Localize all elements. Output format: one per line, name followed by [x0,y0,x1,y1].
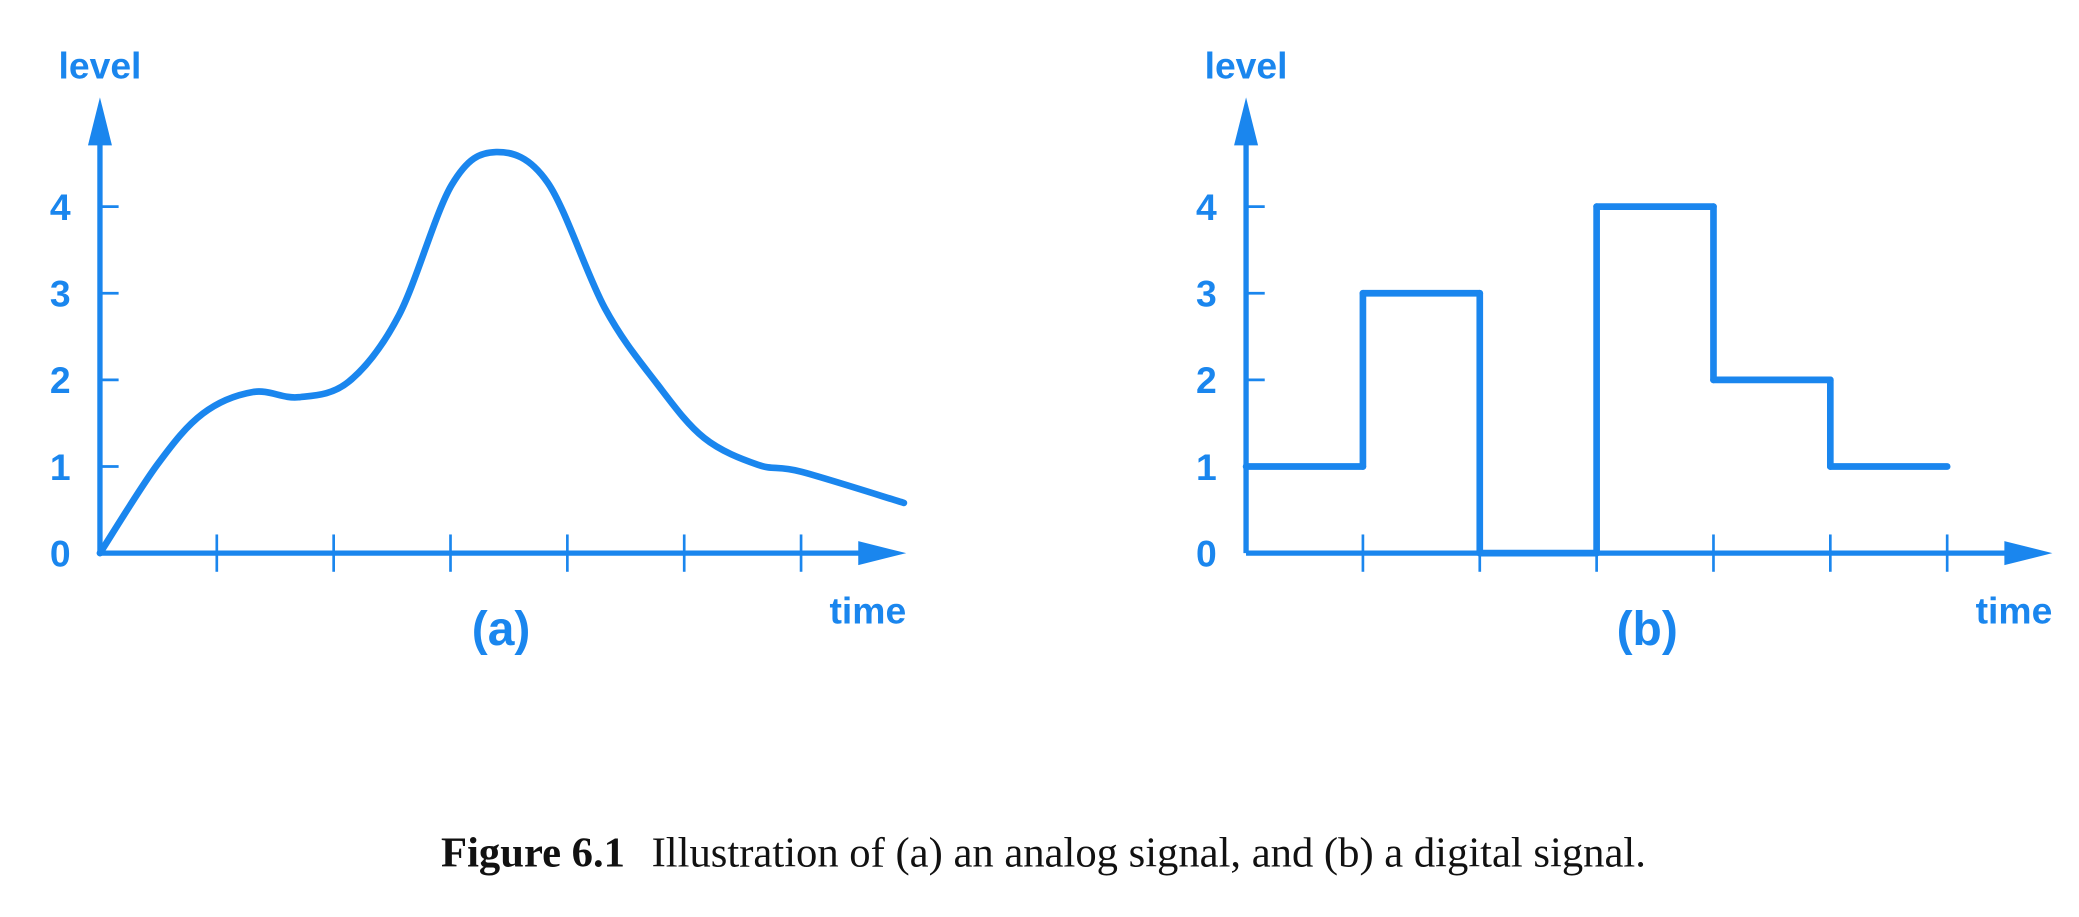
y-tick-label: 1 [1196,446,1217,488]
y-tick-label: 2 [50,359,71,401]
y-axis-arrow [87,97,112,146]
caption-label: Figure 6.1 [441,829,625,876]
caption: Figure 6.1 Illustration of (a) an analog … [441,829,1646,876]
y-axis-label: level [1205,45,1288,87]
y-tick-label: 0 [1196,532,1217,574]
subtitle: (a) [472,603,531,656]
signal-line [96,148,908,557]
y-tick-label: 2 [1196,359,1217,401]
y-tick-label: 4 [50,186,71,228]
y-axis-arrow [1234,97,1259,146]
caption-text: Illustration of (a) an analog signal, an… [652,829,1646,876]
y-axis-label: level [58,45,141,87]
subtitle: (b) [1617,603,1678,656]
y-tick-label: 3 [1196,273,1217,315]
y-tick-label: 1 [50,446,71,488]
x-axis-arrow [858,541,907,566]
y-tick-label: 0 [50,532,71,574]
x-axis-arrow [2004,541,2053,566]
x-axis-label: time [1976,590,2053,632]
y-tick-label: 4 [1196,186,1217,228]
x-axis-label: time [830,590,907,632]
y-tick-label: 3 [50,273,71,315]
